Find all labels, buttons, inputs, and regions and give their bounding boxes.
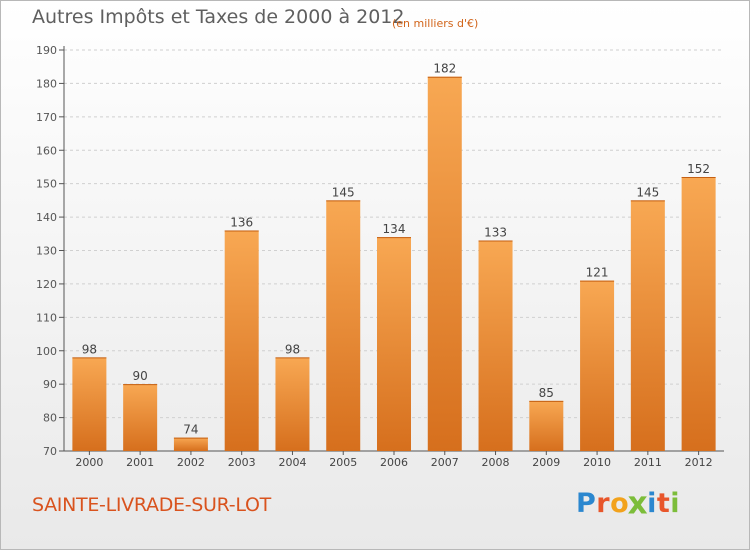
y-tick-label: 190 xyxy=(36,44,57,57)
bar xyxy=(173,437,208,451)
bar xyxy=(630,200,665,451)
bar xyxy=(377,237,411,451)
bar xyxy=(72,357,107,451)
data-label: 98 xyxy=(82,342,97,356)
y-tick-label: 170 xyxy=(36,111,57,124)
data-label: 136 xyxy=(230,215,253,229)
logo-letter: o xyxy=(610,488,630,519)
chart-title: Autres Impôts et Taxes de 2000 à 2012 xyxy=(32,6,405,28)
data-label: 85 xyxy=(539,386,554,400)
bar xyxy=(224,230,259,451)
logo-letter: x xyxy=(627,485,649,522)
data-label: 98 xyxy=(285,342,300,356)
logo-letter: i xyxy=(647,488,657,519)
data-label: 74 xyxy=(183,423,198,437)
chart-subtitle: (en milliers d'€) xyxy=(392,17,479,30)
data-label: 133 xyxy=(484,225,507,239)
data-label: 145 xyxy=(332,185,355,199)
bar xyxy=(123,384,158,451)
y-tick-labels: 70 80 90 100 110 120 130 140 150 160 170 180 190 xyxy=(36,44,57,458)
y-tick-label: 160 xyxy=(36,144,57,157)
proxiti-logo: Proxiti xyxy=(576,485,681,522)
y-tick-label: 100 xyxy=(36,345,57,358)
bar xyxy=(681,176,716,451)
bar xyxy=(275,357,310,451)
y-tick-label: 90 xyxy=(43,378,57,391)
data-label: 121 xyxy=(586,266,609,280)
data-label: 145 xyxy=(636,185,659,199)
bar xyxy=(580,280,615,451)
x-tick-label: 2001 xyxy=(126,456,154,469)
bar xyxy=(529,400,564,451)
x-tick-label: 2006 xyxy=(380,456,408,469)
x-tick-label: 2004 xyxy=(278,456,306,469)
data-label: 134 xyxy=(383,222,406,236)
x-tick-label: 2007 xyxy=(431,456,459,469)
data-labels: 98 90 74 136 98 145 134 182 133 85 121 145 152 xyxy=(82,62,710,437)
x-tick-label: 2008 xyxy=(482,456,510,469)
bar xyxy=(427,76,462,451)
x-tick-label: 2002 xyxy=(177,456,205,469)
x-tick-label: 2009 xyxy=(532,456,560,469)
logo-letter: P xyxy=(576,488,597,519)
y-tick-label: 120 xyxy=(36,278,57,291)
data-label: 152 xyxy=(687,162,710,176)
logo-letter: t xyxy=(656,488,671,519)
logo-letter: r xyxy=(596,488,611,519)
x-tick-label: 2010 xyxy=(583,456,611,469)
x-tick-label: 2011 xyxy=(634,456,662,469)
bars xyxy=(72,76,716,451)
data-label: 90 xyxy=(133,369,148,383)
x-tick-labels: 2000 2001 2002 2003 2004 2005 2006 2007 2008 2009… xyxy=(75,456,712,469)
y-tick-label: 80 xyxy=(43,412,57,425)
y-tick-label: 140 xyxy=(36,211,57,224)
x-tick-label: 2005 xyxy=(329,456,357,469)
bar xyxy=(326,200,361,451)
x-tick-label: 2003 xyxy=(228,456,256,469)
y-tick-label: 180 xyxy=(36,77,57,90)
bar xyxy=(478,240,513,451)
logo-letter: i xyxy=(670,488,681,519)
data-label: 182 xyxy=(433,62,456,76)
y-tick-label: 130 xyxy=(36,245,57,258)
city-name: SAINTE-LIVRADE-SUR-LOT xyxy=(32,494,271,516)
y-tick-label: 150 xyxy=(36,178,57,191)
y-tick-label: 110 xyxy=(36,311,57,324)
x-tick-label: 2012 xyxy=(685,456,713,469)
y-tick-label: 70 xyxy=(43,445,57,458)
x-tick-label: 2000 xyxy=(75,456,103,469)
